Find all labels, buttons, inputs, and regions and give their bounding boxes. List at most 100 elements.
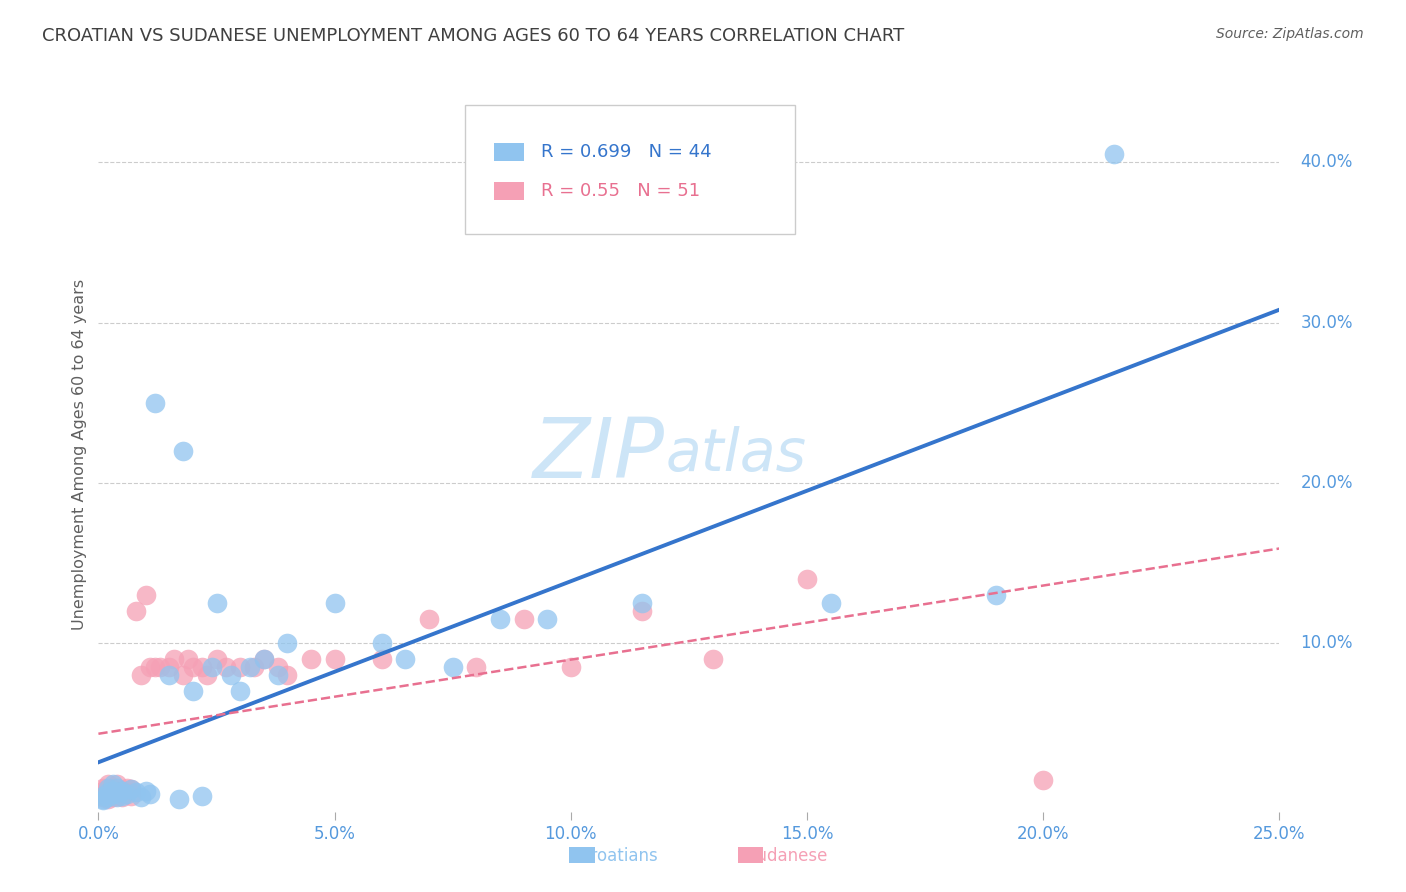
Point [157,660,180,674]
Point [560,660,582,674]
Point [139,660,162,674]
Point [267,660,290,674]
Bar [569,847,595,863]
Point [97,785,120,799]
Point [191,660,214,674]
Text: atlas: atlas [665,426,806,483]
Point [167,792,190,806]
Point [115,785,138,799]
Point [135,588,157,602]
Point [149,660,172,674]
Point [111,787,134,801]
Point [201,660,224,674]
Point [630,604,652,618]
Point [91,792,114,806]
Point [465,660,488,674]
Point [101,777,124,791]
Point [101,784,124,798]
Point [87,789,110,803]
Text: Croatians: Croatians [579,847,658,865]
Point [97,792,120,806]
Bar [738,847,763,863]
Point [91,789,114,803]
Point [630,596,652,610]
Point [512,612,534,626]
Point [105,790,128,805]
Point [135,784,157,798]
Point [820,596,842,610]
Point [243,660,266,674]
Point [101,790,124,805]
Point [299,652,322,666]
Point [371,652,394,666]
Point [229,660,252,674]
Point [105,780,128,795]
Point [115,780,138,795]
Point [91,780,114,795]
Text: 40.0%: 40.0% [1301,153,1353,171]
Point [125,604,148,618]
Point [172,668,194,682]
Point [796,572,818,586]
Point [111,790,134,805]
Point [91,790,114,805]
Point [276,668,298,682]
Point [101,787,124,801]
Point [1032,772,1054,787]
Point [105,789,128,803]
Text: 10.0%: 10.0% [1301,634,1353,652]
Point [215,660,238,674]
Point [97,785,120,799]
Point [984,588,1007,602]
Text: Source: ZipAtlas.com: Source: ZipAtlas.com [1216,27,1364,41]
Point [1102,147,1125,161]
Point [172,444,194,458]
Point [121,789,143,803]
Point [157,668,180,682]
Point [105,784,128,798]
Text: Sudanese: Sudanese [747,847,828,865]
Point [489,612,512,626]
Point [267,668,290,682]
Point [195,668,218,682]
Point [163,652,186,666]
Point [181,660,204,674]
Point [323,652,346,666]
Point [91,793,114,807]
Point [111,784,134,798]
Point [129,668,152,682]
Text: ZIP: ZIP [533,415,665,495]
Text: 20.0%: 20.0% [1301,474,1353,492]
Point [97,780,120,795]
Point [253,652,276,666]
Point [229,684,252,698]
Point [371,636,394,650]
Point [394,652,416,666]
Point [702,652,724,666]
Point [97,790,120,805]
Point [97,777,120,791]
Point [219,668,242,682]
Point [121,782,143,797]
Point [253,652,276,666]
Point [91,784,114,798]
Point [205,596,228,610]
FancyBboxPatch shape [494,182,523,200]
Text: CROATIAN VS SUDANESE UNEMPLOYMENT AMONG AGES 60 TO 64 YEARS CORRELATION CHART: CROATIAN VS SUDANESE UNEMPLOYMENT AMONG … [42,27,904,45]
Point [111,784,134,798]
Point [239,660,262,674]
Point [139,787,162,801]
Point [441,660,464,674]
Point [536,612,558,626]
Point [111,789,134,803]
Y-axis label: Unemployment Among Ages 60 to 64 years: Unemployment Among Ages 60 to 64 years [72,279,87,631]
Text: 30.0%: 30.0% [1301,314,1353,332]
Point [125,785,148,799]
Point [276,636,298,650]
Point [101,782,124,797]
Point [129,790,152,805]
Point [143,660,166,674]
Point [105,777,128,791]
Point [177,652,200,666]
Point [143,396,166,410]
